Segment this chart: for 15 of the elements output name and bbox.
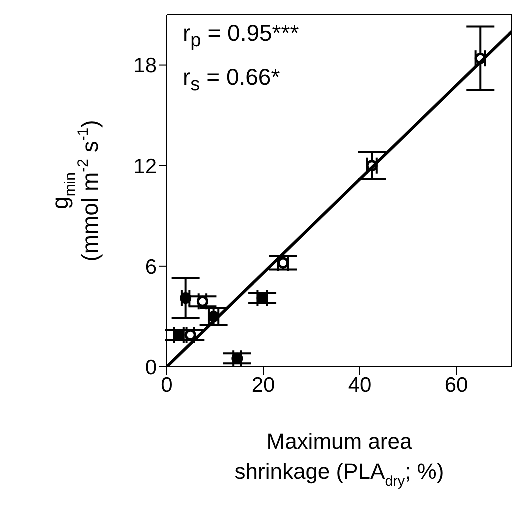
y-tick-label: 18 <box>134 54 157 78</box>
x-axis-title: Maximum area shrinkage (PLA$_{dry}$; %) <box>234 429 444 490</box>
x-tick-label: 20 <box>252 374 276 397</box>
x-tick-label: 0 <box>161 374 173 397</box>
point <box>180 292 192 304</box>
y-tick-label: 12 <box>134 155 157 178</box>
annotation: r$_{s}$ = 0.66* <box>183 64 280 97</box>
annotation: r$_{p}$ = 0.95*** <box>183 20 300 53</box>
point <box>278 257 290 269</box>
y-tick-label: 0 <box>145 356 157 380</box>
point <box>196 296 208 308</box>
point <box>232 352 244 364</box>
y-tick-label: 6 <box>145 256 157 279</box>
x-tick-label: 40 <box>348 374 372 397</box>
x-tick-label: 60 <box>444 374 468 397</box>
